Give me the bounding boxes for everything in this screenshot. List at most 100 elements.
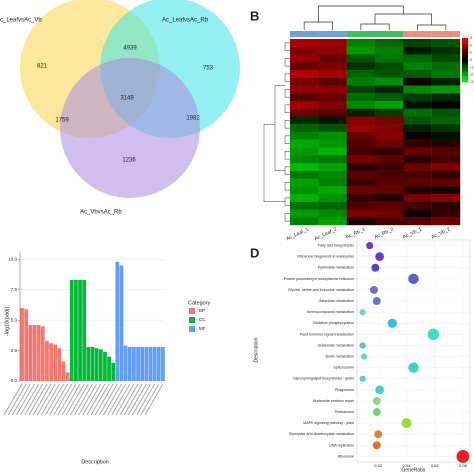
dot: [408, 273, 419, 285]
bar: [78, 279, 82, 381]
color-key-step: [462, 73, 468, 75]
heat-cell: [318, 139, 347, 148]
heat-cell: [318, 147, 347, 156]
legend-key: [189, 308, 195, 314]
x-tick-text: [119, 383, 139, 416]
heat-cell: [346, 124, 376, 133]
color-key-label: -1: [470, 65, 473, 69]
color-key-step: [462, 79, 468, 81]
color-key-step: [462, 45, 468, 48]
color-key-step: [462, 67, 468, 70]
group-strip: [290, 31, 319, 37]
x-tick-text: [16, 383, 35, 416]
bar: [161, 346, 165, 381]
heat-cell: [375, 217, 404, 226]
color-key-step: [462, 52, 468, 55]
heat-cell: [346, 139, 376, 148]
heat-cell: [431, 163, 461, 171]
heat-cell: [346, 39, 376, 47]
x-tick-text: [136, 383, 156, 416]
heat-cell: [431, 70, 461, 78]
group-strip: [431, 31, 460, 37]
heat-cell: [403, 209, 432, 218]
y-tick-label: Glyoxylate and dicarboxylate metabolism: [289, 432, 354, 436]
y-tick-label: Oxidative phosphorylation: [313, 321, 354, 325]
column-label: Ac_Rb_2: [373, 226, 394, 240]
color-key-step: [462, 64, 468, 67]
x-tick-text: [32, 383, 52, 416]
x-tick-text: [24, 383, 44, 416]
heat-cell: [318, 101, 347, 109]
bar: [53, 344, 58, 381]
dot: [372, 396, 381, 405]
heat-cell: [290, 101, 319, 109]
venn-count: 1759: [55, 118, 69, 124]
bar: [111, 362, 116, 381]
venn-set-label: Ac_VbvsAc_Rb: [80, 210, 122, 216]
heat-cell: [403, 178, 432, 187]
heat-cell: [318, 209, 347, 218]
x-axis-title: Description: [81, 459, 109, 465]
dot: [372, 408, 381, 417]
heat-cell: [318, 108, 347, 117]
heat-cell: [431, 101, 461, 109]
bar: [94, 348, 99, 381]
venn-count: 3149: [120, 96, 134, 102]
color-key-label: 2: [470, 43, 472, 47]
heat-cell: [375, 54, 404, 63]
color-key-label: -3: [470, 80, 473, 84]
heat-cell: [346, 132, 376, 140]
heat-cell: [431, 170, 461, 179]
bar: [24, 309, 29, 381]
bar: [115, 261, 120, 381]
heat-cell: [403, 101, 432, 109]
bar: [98, 349, 103, 381]
y-tick-label: Protein processing in endoplasmic reticu…: [284, 277, 354, 281]
venn-set: [60, 58, 200, 198]
heat-cell: [346, 194, 376, 202]
column-label: Ac_Vb_2: [430, 226, 451, 240]
bar: [90, 346, 95, 381]
color-key-step: [462, 51, 468, 53]
x-tick-text: [11, 383, 31, 416]
y-tick-label: Biotin metabolism: [326, 355, 354, 359]
x-tick-text: [78, 383, 98, 416]
heat-cell: [290, 85, 319, 94]
heat-cell: [318, 70, 347, 78]
heat-cell: [346, 93, 376, 102]
dot: [369, 285, 378, 294]
y-tick-label: Butanoate metabolism: [318, 343, 354, 347]
heat-cell: [318, 155, 347, 164]
y-tick-label: Ribosome: [338, 454, 354, 458]
heat-cell: [318, 116, 347, 125]
group-strip: [403, 31, 432, 37]
bar: [123, 345, 128, 381]
heat-cell: [431, 155, 461, 164]
heat-cell: [403, 85, 432, 94]
heat-cell: [290, 39, 319, 47]
heat-cell: [318, 186, 347, 195]
heat-cell: [431, 147, 461, 156]
heat-cell: [431, 217, 461, 226]
heat-cell: [346, 186, 376, 195]
heat-cell: [403, 39, 432, 47]
heat-cell: [403, 170, 432, 179]
bar: [136, 346, 140, 381]
y-tick-label: Glycine, serine and threonine metabolism: [288, 288, 354, 292]
column-label: Ac_Rb_1: [345, 226, 366, 240]
heat-cell: [346, 85, 376, 94]
heat-cell: [403, 155, 432, 164]
x-tick-text: [86, 383, 106, 416]
color-key-step: [462, 74, 468, 77]
bar: [49, 343, 53, 381]
legend-label: BP: [199, 308, 205, 313]
bar: [74, 279, 78, 381]
heat-cell: [290, 186, 319, 195]
color-key-step: [462, 70, 468, 73]
heat-cell: [346, 70, 376, 78]
heat-cell: [375, 194, 404, 202]
y-tick-label: DNA replication: [329, 443, 354, 447]
heat-cell: [403, 77, 432, 86]
y-tick-label: Pyrimidine metabolism: [318, 266, 354, 270]
heat-cell: [431, 46, 461, 55]
